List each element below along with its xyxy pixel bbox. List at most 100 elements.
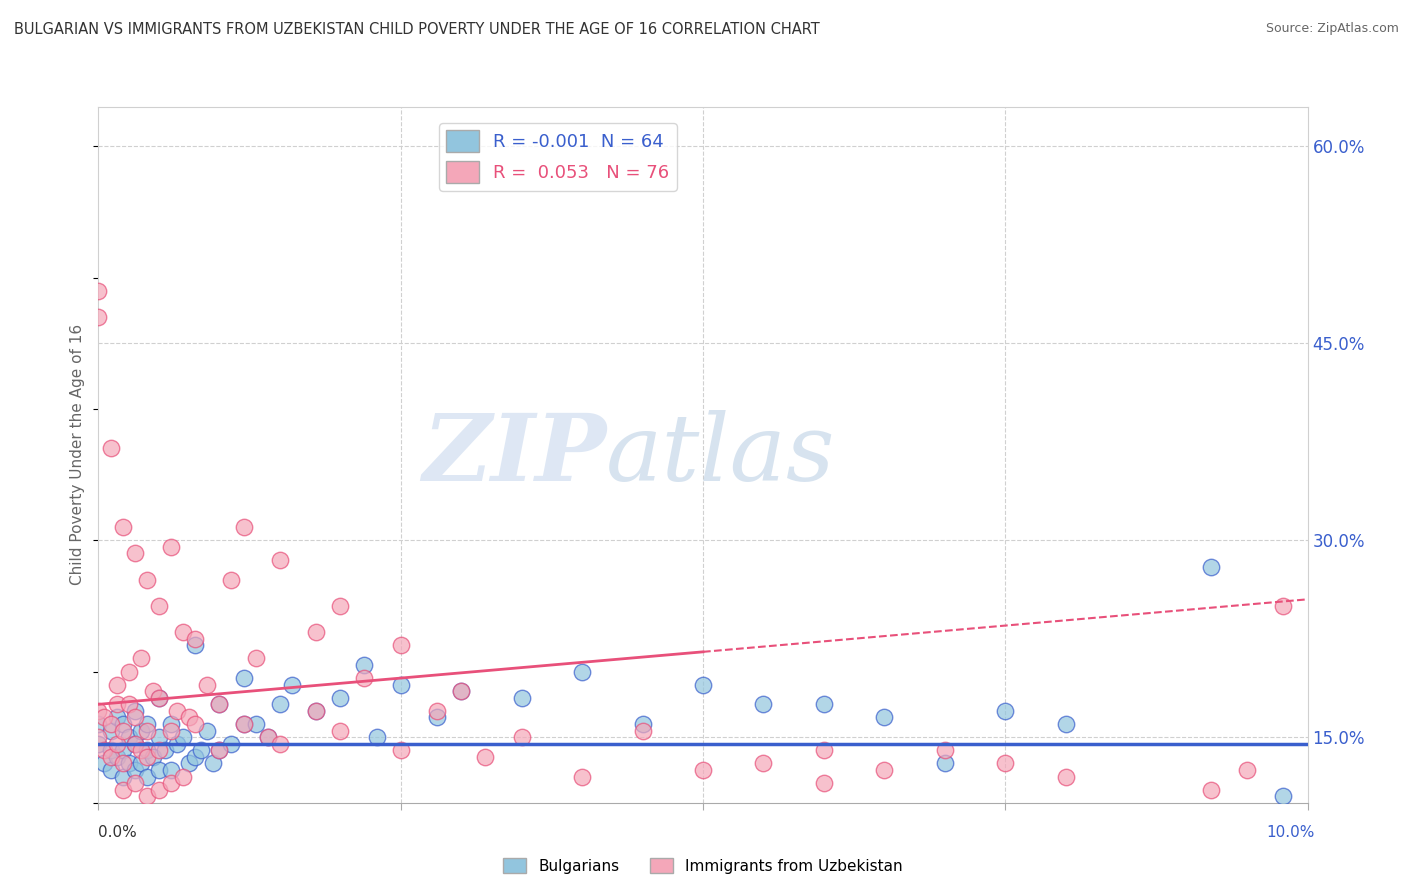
Point xyxy=(1236,763,1258,777)
Point xyxy=(129,651,152,665)
Point xyxy=(87,284,110,298)
Point xyxy=(100,442,122,456)
Point xyxy=(195,678,218,692)
Point xyxy=(129,756,152,771)
Point xyxy=(245,717,267,731)
Text: atlas: atlas xyxy=(606,410,835,500)
Point xyxy=(184,749,207,764)
Point xyxy=(232,717,254,731)
Point xyxy=(269,553,291,567)
Point xyxy=(118,756,141,771)
Point xyxy=(124,710,146,724)
Point xyxy=(474,749,496,764)
Point xyxy=(184,717,207,731)
Point xyxy=(148,690,170,705)
Point xyxy=(135,749,157,764)
Point xyxy=(389,638,412,652)
Point xyxy=(450,684,472,698)
Point xyxy=(184,638,207,652)
Point xyxy=(256,730,278,744)
Point xyxy=(172,730,194,744)
Point xyxy=(281,678,304,692)
Point xyxy=(172,625,194,640)
Point xyxy=(166,737,188,751)
Point xyxy=(105,698,128,712)
Point xyxy=(571,770,593,784)
Point xyxy=(93,756,115,771)
Point xyxy=(118,665,141,679)
Point xyxy=(105,749,128,764)
Point xyxy=(1199,559,1222,574)
Point xyxy=(353,657,375,672)
Point xyxy=(124,704,146,718)
Point xyxy=(813,743,835,757)
Point xyxy=(221,737,243,751)
Point xyxy=(208,698,231,712)
Point xyxy=(148,763,170,777)
Point xyxy=(305,704,328,718)
Point xyxy=(366,730,388,744)
Point xyxy=(752,698,775,712)
Point xyxy=(269,737,291,751)
Point xyxy=(813,698,835,712)
Point xyxy=(631,717,654,731)
Point xyxy=(100,749,122,764)
Point xyxy=(752,756,775,771)
Point xyxy=(118,698,141,712)
Legend: Bulgarians, Immigrants from Uzbekistan: Bulgarians, Immigrants from Uzbekistan xyxy=(498,852,908,880)
Point xyxy=(148,730,170,744)
Point xyxy=(111,782,134,797)
Point xyxy=(208,698,231,712)
Point xyxy=(232,717,254,731)
Text: 0.0%: 0.0% xyxy=(98,825,138,840)
Point xyxy=(389,678,412,692)
Point xyxy=(124,737,146,751)
Point xyxy=(208,743,231,757)
Point xyxy=(353,671,375,685)
Point xyxy=(129,743,152,757)
Point xyxy=(172,770,194,784)
Point xyxy=(135,717,157,731)
Point xyxy=(148,690,170,705)
Point xyxy=(202,756,225,771)
Point xyxy=(111,717,134,731)
Point xyxy=(111,520,134,534)
Point xyxy=(111,756,134,771)
Point xyxy=(232,671,254,685)
Point xyxy=(111,770,134,784)
Point xyxy=(118,730,141,744)
Point xyxy=(873,710,896,724)
Legend: R = -0.001  N = 64, R =  0.053   N = 76: R = -0.001 N = 64, R = 0.053 N = 76 xyxy=(439,123,676,191)
Point xyxy=(510,690,533,705)
Point xyxy=(135,770,157,784)
Text: Source: ZipAtlas.com: Source: ZipAtlas.com xyxy=(1265,22,1399,36)
Point xyxy=(124,776,146,790)
Point xyxy=(135,789,157,804)
Point xyxy=(124,763,146,777)
Point xyxy=(124,737,146,751)
Point xyxy=(305,704,328,718)
Point xyxy=(329,723,352,738)
Point xyxy=(873,763,896,777)
Point xyxy=(148,599,170,613)
Point xyxy=(389,743,412,757)
Point xyxy=(135,743,157,757)
Point xyxy=(179,756,201,771)
Point xyxy=(87,737,110,751)
Point xyxy=(1054,770,1077,784)
Point xyxy=(305,625,328,640)
Text: BULGARIAN VS IMMIGRANTS FROM UZBEKISTAN CHILD POVERTY UNDER THE AGE OF 16 CORREL: BULGARIAN VS IMMIGRANTS FROM UZBEKISTAN … xyxy=(14,22,820,37)
Point xyxy=(105,710,128,724)
Point xyxy=(934,756,956,771)
Point xyxy=(160,776,183,790)
Point xyxy=(105,678,128,692)
Point xyxy=(208,743,231,757)
Point xyxy=(692,678,714,692)
Point xyxy=(160,763,183,777)
Point xyxy=(631,723,654,738)
Point xyxy=(329,690,352,705)
Text: ZIP: ZIP xyxy=(422,410,606,500)
Point xyxy=(160,723,183,738)
Y-axis label: Child Poverty Under the Age of 16: Child Poverty Under the Age of 16 xyxy=(70,325,86,585)
Point xyxy=(87,310,110,324)
